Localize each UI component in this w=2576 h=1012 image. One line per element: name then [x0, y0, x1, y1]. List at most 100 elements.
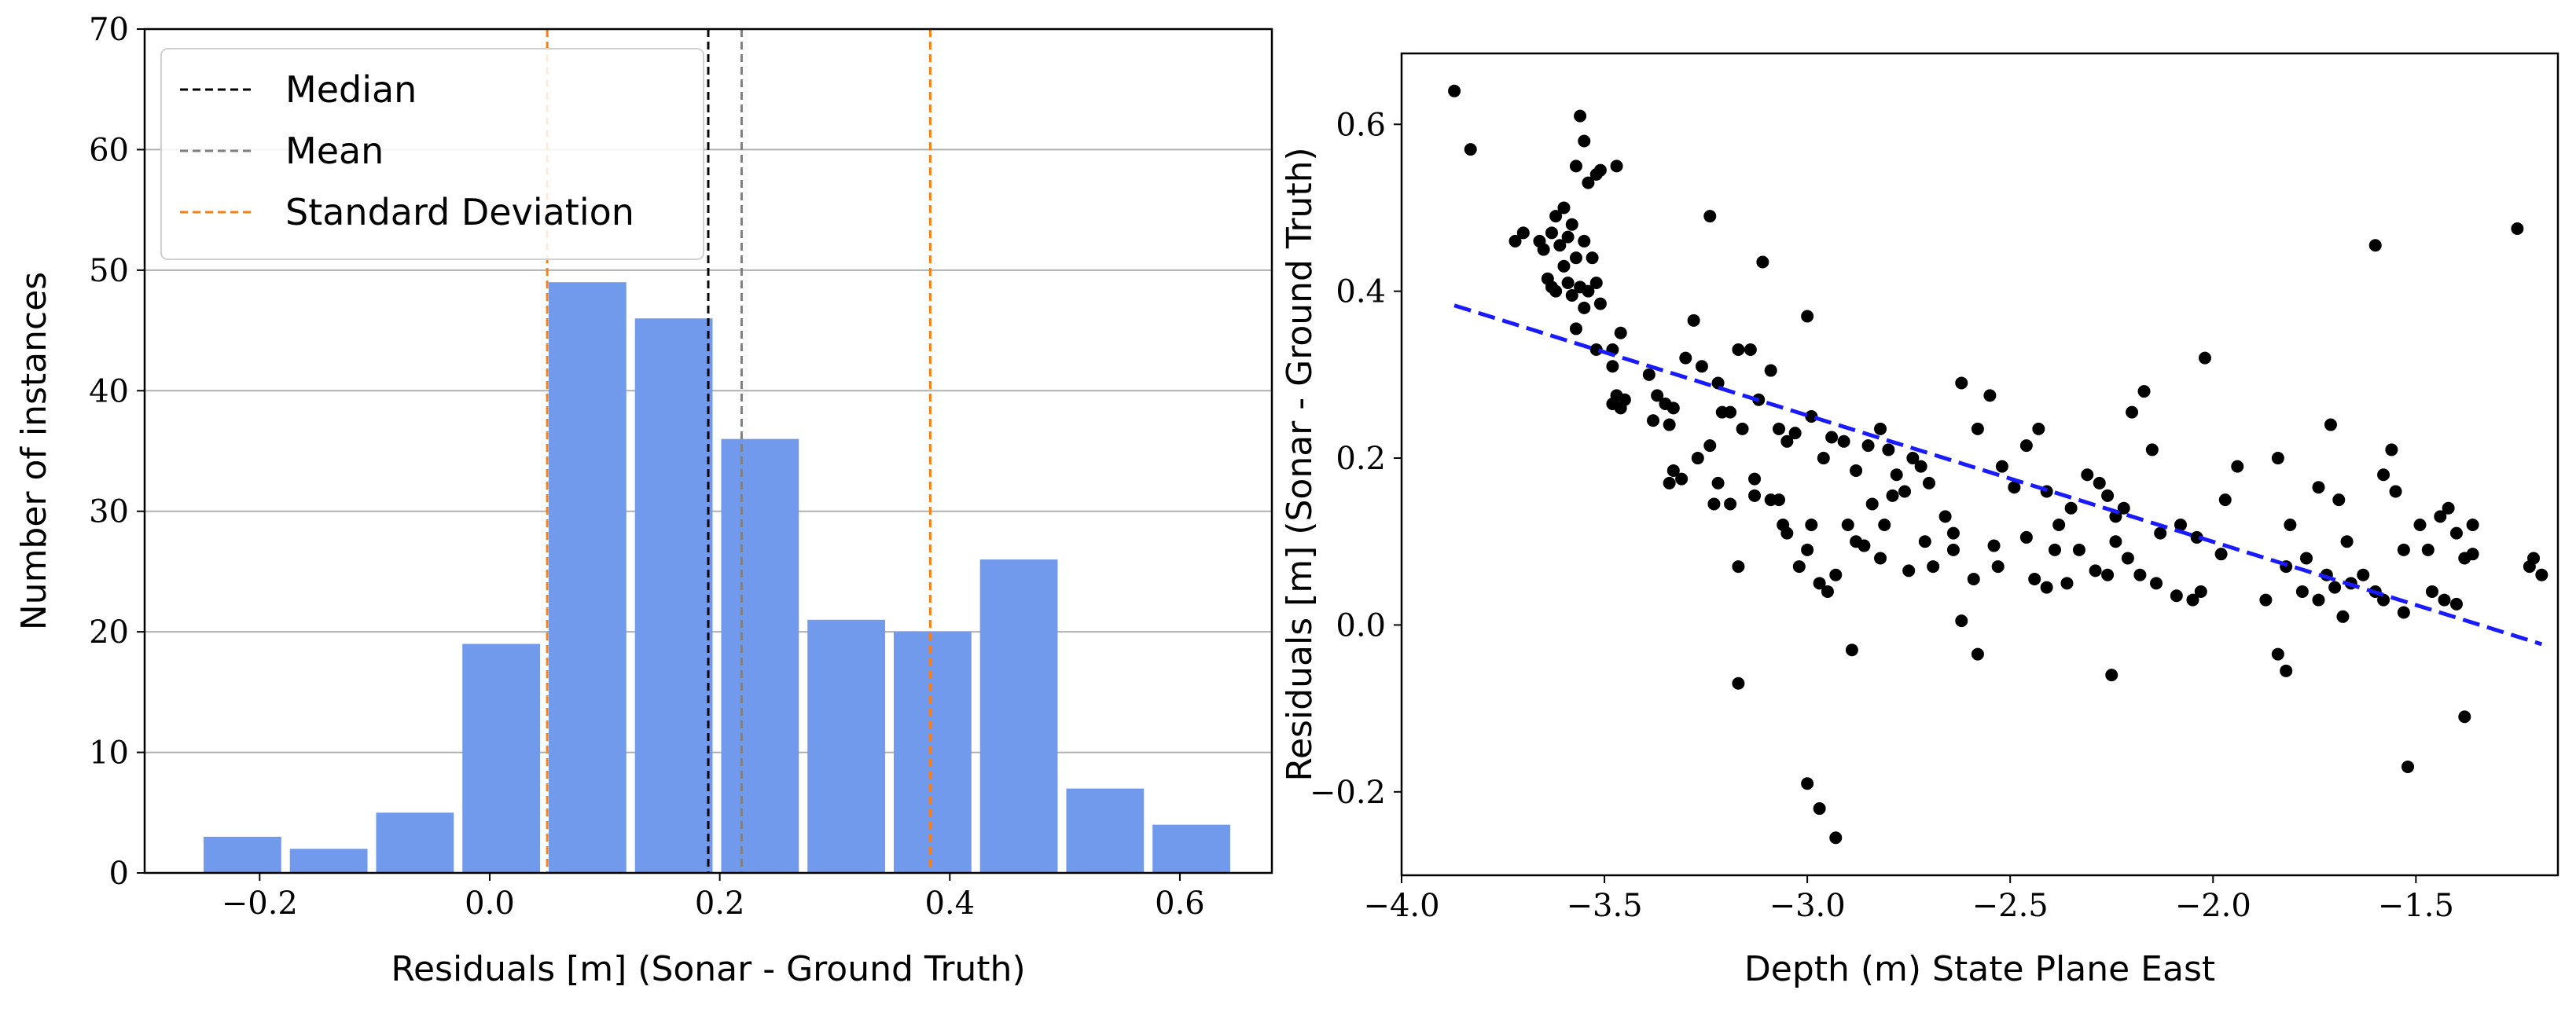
- scatter-point: [1805, 518, 1818, 531]
- hist-ytick-label: 70: [89, 12, 129, 48]
- hist-xtick-label: 0.0: [465, 886, 515, 922]
- scatter-y-axis-label: Residuals [m] (Sonar - Ground Truth): [1280, 147, 1320, 781]
- scatter-point: [2438, 593, 2451, 607]
- scatter-point: [1748, 489, 1762, 502]
- scatter-point: [1780, 526, 1794, 540]
- scatter-point: [2109, 535, 2122, 548]
- histogram-chart: −0.2 0.0 0.2 0.4 0.6 0 10 20 30 40 50 60 70 Residuals…: [14, 12, 1273, 989]
- scatter-point: [2101, 489, 2115, 502]
- scatter-point: [1801, 310, 1814, 323]
- hist-bar: [1066, 788, 1145, 873]
- hist-bar: [807, 619, 885, 873]
- scatter-point: [2137, 385, 2151, 398]
- scatter-point: [1651, 389, 1664, 402]
- hist-ytick-label: 30: [89, 494, 129, 530]
- scatter-point: [1890, 468, 1903, 482]
- scatter-point: [1792, 560, 1806, 574]
- scatter-point: [2425, 585, 2438, 598]
- scatter-xtick-label: −1.5: [2378, 888, 2454, 924]
- scatter-point: [2312, 481, 2325, 494]
- scatter-point: [2150, 577, 2163, 590]
- scatter-point: [2389, 485, 2402, 498]
- scatter-point: [1898, 485, 1912, 498]
- scatter-point: [2535, 568, 2548, 581]
- scatter-point: [1642, 368, 1655, 381]
- scatter-point: [1987, 539, 2001, 552]
- scatter-point: [1914, 460, 1927, 473]
- scatter-axes-frame: [1400, 52, 2559, 877]
- scatter-point: [1983, 389, 1997, 402]
- hist-bar: [203, 836, 281, 873]
- scatter-point: [2357, 568, 2370, 581]
- hist-xtick-label: 0.6: [1155, 886, 1205, 922]
- scatter-point: [2397, 606, 2410, 619]
- scatter-point: [2280, 664, 2293, 677]
- scatter-point: [1695, 360, 1708, 373]
- scatter-point: [1865, 497, 1879, 511]
- scatter-point: [1764, 364, 1777, 377]
- scatter-point: [1829, 831, 1843, 845]
- scatter-point: [1821, 585, 1834, 598]
- scatter-point: [2397, 543, 2410, 556]
- scatter-point: [1610, 160, 1623, 173]
- scatter-point: [1707, 497, 1721, 511]
- scatter-point: [2324, 418, 2337, 431]
- scatter-point: [1711, 376, 1725, 390]
- scatter-point: [1906, 452, 1920, 465]
- scatter-point: [1724, 497, 1737, 511]
- scatter-point: [1732, 560, 1745, 574]
- scatter-point: [1614, 326, 1627, 339]
- scatter-point: [2466, 518, 2479, 531]
- scatter-point: [1886, 489, 1899, 502]
- scatter-point: [2133, 568, 2147, 581]
- scatter-point: [1946, 543, 1960, 556]
- scatter-point: [2271, 647, 2284, 661]
- scatter-point: [2081, 468, 2094, 482]
- scatter-point: [1801, 777, 1814, 790]
- scatter-point: [2048, 543, 2061, 556]
- scatter-point: [1715, 405, 1729, 419]
- scatter-point: [1663, 476, 1676, 490]
- scatter-point: [2340, 535, 2354, 548]
- scatter-point: [1874, 552, 1887, 565]
- scatter-point: [2218, 493, 2232, 507]
- scatter-point: [1549, 210, 1563, 223]
- scatter-ytick-label: −0.2: [1310, 775, 1386, 811]
- scatter-point: [2271, 452, 2284, 465]
- hist-y-axis-label: Number of instances: [14, 272, 54, 630]
- scatter-point: [1955, 614, 1968, 628]
- scatter-point: [1578, 234, 1591, 248]
- hist-bar: [893, 632, 972, 873]
- scatter-xtick-label: −4.0: [1363, 888, 1439, 924]
- scatter-point: [1918, 535, 1931, 548]
- hist-bar: [1152, 824, 1230, 873]
- scatter-point: [1589, 277, 1603, 290]
- scatter-point: [1589, 343, 1603, 356]
- scatter-point: [1861, 439, 1875, 453]
- scatter-xtick-label: −2.0: [2175, 888, 2251, 924]
- scatter-point: [2368, 239, 2382, 252]
- scatter-point: [1902, 564, 1916, 578]
- hist-ytick-label: 40: [89, 373, 129, 409]
- scatter-point: [1927, 560, 1940, 574]
- scatter-point: [2328, 581, 2342, 594]
- scatter-point: [1545, 226, 1558, 240]
- scatter-point: [1679, 351, 1692, 365]
- scatter-point: [2449, 597, 2463, 610]
- hist-ytick-label: 10: [89, 735, 129, 772]
- hist-bar: [462, 644, 540, 873]
- scatter-point: [1553, 239, 1567, 252]
- scatter-point: [1801, 543, 1814, 556]
- scatter-point: [2186, 593, 2199, 607]
- scatter-point: [1647, 414, 1660, 427]
- scatter-point: [1938, 510, 1952, 523]
- scatter-point: [2040, 581, 2053, 594]
- scatter-point: [1557, 259, 1571, 273]
- scatter-point: [1593, 163, 1607, 177]
- scatter-point: [1569, 160, 1582, 173]
- scatter-point: [1732, 676, 1745, 690]
- scatter-point: [2523, 560, 2536, 574]
- scatter-point: [2121, 552, 2134, 565]
- scatter-point: [2442, 501, 2455, 515]
- scatter-point: [1582, 284, 1595, 298]
